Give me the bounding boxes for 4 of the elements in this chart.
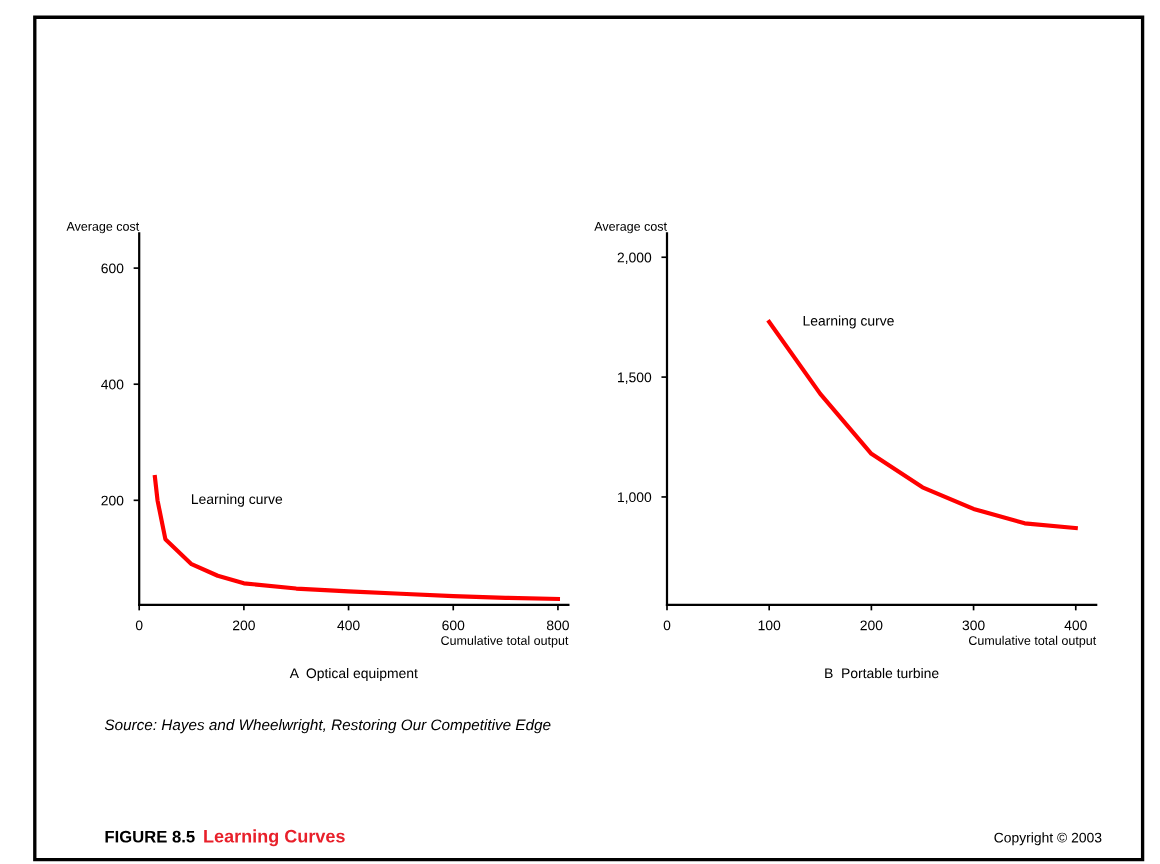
caption: FIGURE 8.5 xyxy=(105,830,195,843)
line-series xyxy=(152,475,561,602)
line-series xyxy=(767,319,1078,531)
text: Learning Curves xyxy=(204,829,345,847)
